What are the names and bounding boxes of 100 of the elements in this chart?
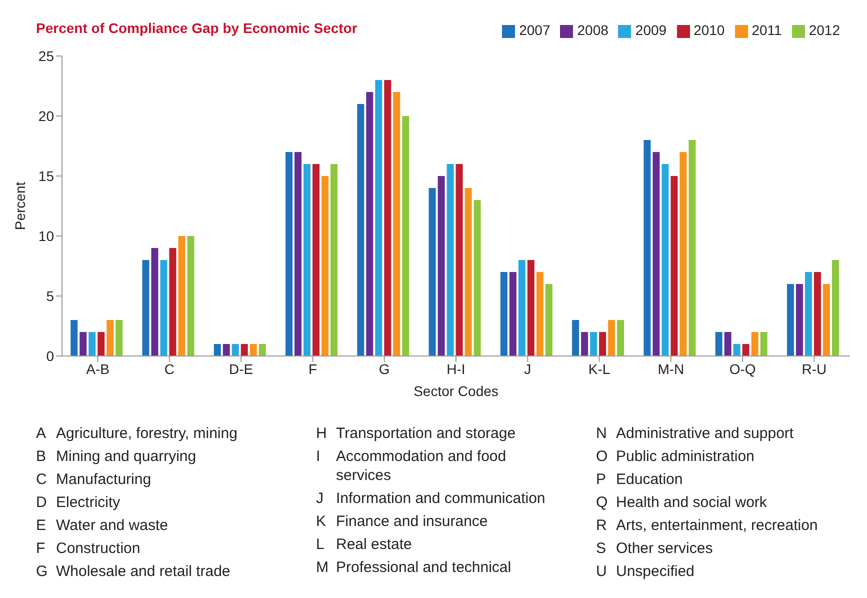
y-axis-title: Percent (12, 182, 28, 230)
bar (384, 80, 392, 356)
text: N Administrative and support (596, 424, 794, 443)
bar (88, 332, 96, 356)
text: U Unspecified (596, 562, 694, 581)
legend-label: 2011 (752, 22, 782, 38)
bar (402, 116, 410, 356)
y-tick-label: 5 (46, 288, 54, 304)
y-tick-label: 20 (38, 108, 54, 124)
bar (670, 176, 678, 356)
bar (617, 320, 624, 356)
text: F Construction (36, 539, 140, 558)
legend-label: 2010 (694, 22, 725, 38)
bar (644, 140, 651, 356)
text: M Professional and technical (316, 558, 512, 577)
bar (751, 332, 758, 356)
bar (786, 284, 794, 356)
bar (151, 248, 158, 356)
y-tick-label: 0 (46, 348, 54, 364)
bar (330, 164, 338, 356)
bar (724, 332, 732, 356)
bar (357, 104, 364, 356)
bar (214, 344, 221, 356)
text: B Mining and quarrying (36, 447, 196, 466)
bar (322, 176, 329, 356)
text: P Education (596, 470, 683, 489)
bar (80, 332, 87, 356)
text: J Information and communication (316, 489, 546, 508)
bar (652, 152, 660, 356)
bar (733, 344, 740, 356)
x-tick-label: K-L (588, 360, 610, 377)
chart-title: Percent of Compliance Gap by Economic Sector (36, 20, 358, 36)
bar (680, 152, 687, 356)
bar (366, 92, 374, 356)
bar (142, 260, 150, 356)
bar (294, 152, 302, 356)
x-tick-label: R-U (802, 360, 827, 377)
bar (804, 272, 812, 356)
bar (688, 140, 696, 356)
bar (428, 188, 436, 356)
x-tick-label: H-I (446, 360, 466, 377)
bar (796, 284, 803, 356)
bar (518, 260, 526, 356)
bar (509, 272, 516, 356)
x-axis-title: Sector Codes (414, 383, 498, 399)
legend-label: 2009 (635, 22, 667, 38)
y-tick-label: 25 (38, 48, 54, 64)
legend-label: 2007 (519, 22, 550, 38)
bar (599, 332, 606, 356)
text: C Manufacturing (36, 470, 152, 489)
legend-label: 2012 (808, 22, 840, 38)
bar (98, 332, 105, 356)
bar (178, 236, 186, 356)
text: D Electricity (36, 493, 120, 512)
bar (742, 344, 750, 356)
x-tick-label: O-Q (729, 360, 756, 377)
x-tick-label: C (164, 360, 175, 377)
x-tick-label: J (524, 360, 532, 377)
x-tick-label: A-B (86, 360, 110, 377)
text: H Transportation and storage (316, 424, 516, 443)
text: K Finance and insurance (316, 512, 488, 531)
bar (304, 164, 311, 356)
bar (312, 164, 320, 356)
bar (160, 260, 168, 356)
text: L Real estate (316, 535, 412, 554)
text: I Accommodation and food services (316, 447, 508, 485)
text: Q Health and social work (596, 493, 767, 512)
text: A Agriculture, forestry, mining (36, 424, 238, 443)
y-tick-label: 10 (38, 228, 54, 244)
text: E Water and waste (36, 516, 168, 535)
bar (608, 320, 616, 356)
text: R Arts, entertainment, recreation (596, 516, 818, 535)
legend-label: 2008 (577, 22, 608, 38)
text: G Wholesale and retail trade (36, 562, 230, 581)
bar (581, 332, 588, 356)
bar (760, 332, 768, 356)
bar (106, 320, 114, 356)
bar (474, 200, 481, 356)
bar (456, 164, 463, 356)
bar (393, 92, 400, 356)
bar (536, 272, 544, 356)
bar (500, 272, 508, 356)
bar (527, 260, 534, 356)
bar (822, 284, 830, 356)
bar (662, 164, 669, 356)
x-tick-label: M-N (658, 360, 684, 377)
bar (222, 344, 230, 356)
bar (116, 320, 123, 356)
bar (232, 344, 239, 356)
bar (715, 332, 722, 356)
bar (258, 344, 266, 356)
text: O Public administration (596, 447, 754, 466)
bar (286, 152, 293, 356)
bar (590, 332, 598, 356)
x-tick-label: D-E (229, 360, 254, 377)
bar (375, 80, 382, 356)
bar (70, 320, 78, 356)
x-tick-label: F (308, 360, 318, 377)
bar (832, 260, 839, 356)
bar (240, 344, 248, 356)
